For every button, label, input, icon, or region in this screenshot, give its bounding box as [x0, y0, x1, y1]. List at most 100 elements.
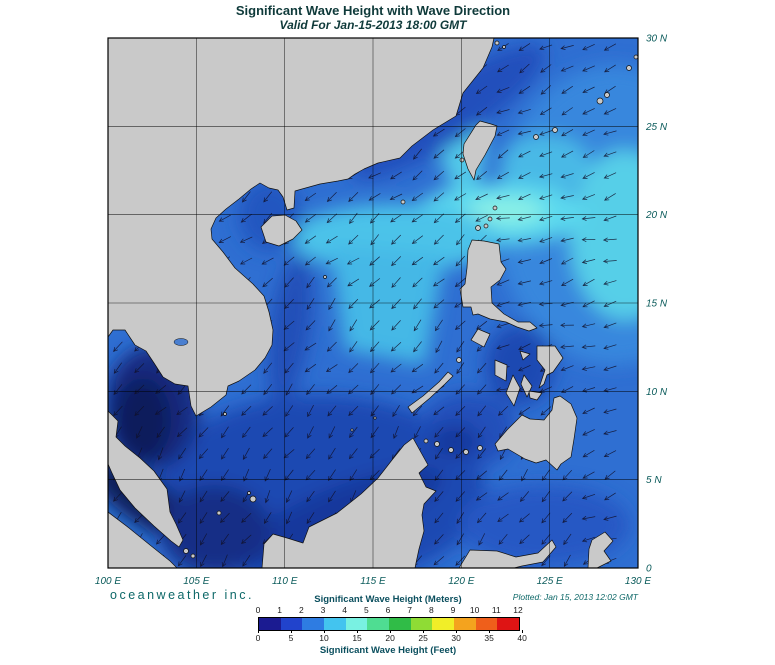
island-sulu-1 [477, 445, 483, 451]
land-hainan [260, 214, 303, 247]
lon-tick-label: 120 E [448, 576, 474, 587]
axis-labels: 100 E 105 E 110 E 115 E 120 E 125 E 130 E 30 N 2… [95, 34, 668, 588]
land-panay [494, 359, 508, 382]
legend-meters-tick: 12 [513, 605, 523, 615]
land-taiwan [462, 120, 498, 181]
island-calamian [456, 357, 462, 363]
legend-feet-tick: 20 [385, 633, 395, 643]
legend-feet-tickmark [423, 630, 425, 633]
map-frame [107, 37, 639, 569]
legend-color-cell [389, 618, 411, 630]
island-babuyan-e [487, 216, 493, 222]
legend-meters-tick: 1 [277, 605, 283, 615]
lon-tick-label: 125 E [537, 576, 563, 587]
plotted-timestamp: Plotted: Jan 15, 2013 12:02 GMT [512, 592, 638, 602]
legend-meters-tick: 0 [255, 605, 261, 615]
land-negros [505, 374, 521, 407]
legend-feet-tick: 30 [451, 633, 461, 643]
island-paracel [323, 275, 327, 279]
island-zhoushan-2 [502, 45, 506, 49]
legend-feet-tickmark [522, 630, 524, 633]
legend-meters-tick: 7 [407, 605, 413, 615]
lat-tick-label: 30 N [646, 34, 668, 45]
land-masbate [519, 350, 531, 361]
land-halmahera [587, 531, 614, 568]
legend-meters-tick: 5 [363, 605, 369, 615]
chart-title: Significant Wave Height with Wave Direct… [235, 3, 511, 18]
lat-tick-label: 20 N [645, 210, 668, 221]
land-layer [108, 38, 638, 568]
lat-tick-label: 15 N [646, 299, 668, 310]
legend-feet-tickmark [489, 630, 491, 633]
island-natuna-n [247, 491, 251, 495]
lat-tick-label: 10 N [646, 387, 668, 398]
island-sulu-3 [448, 447, 454, 453]
lat-tick-label: 0 [646, 564, 652, 575]
island-okinawa [596, 97, 604, 105]
wave-map-canvas: 100 E 105 E 110 E 115 E 120 E 125 E 130 E 30 N 2… [95, 34, 668, 588]
legend-color-cell [497, 618, 520, 630]
island-pratas [400, 199, 406, 205]
graticule [108, 38, 638, 568]
island-spratly-2 [373, 416, 377, 420]
legend-feet-tickmark [390, 630, 392, 633]
island-condao [223, 412, 227, 416]
legend-color-cell [280, 618, 303, 630]
island-anambas [216, 510, 222, 516]
lon-tick-label: 130 E [625, 576, 651, 587]
island-okinawa-n [604, 92, 610, 98]
land-samar-leyte [536, 345, 564, 389]
island-spratly-1 [350, 428, 354, 432]
legend-color-cell [345, 618, 368, 630]
legend-color-cell [302, 618, 325, 630]
land-borneo [261, 437, 437, 568]
island-natuna [249, 495, 257, 503]
legend-meters-tick: 11 [491, 605, 501, 615]
legend-color-cell [454, 618, 476, 630]
legend-meters-tick: 2 [298, 605, 304, 615]
lon-tick-label: 115 E [360, 576, 386, 587]
legend-meters-tick: 3 [320, 605, 326, 615]
legend-feet-tick: 0 [255, 633, 261, 643]
island-riau-2 [190, 553, 196, 559]
land-bohol [528, 390, 543, 401]
island-zhoushan [494, 40, 500, 46]
legend-feet-tickmark [456, 630, 458, 633]
legend-color-cell [475, 618, 498, 630]
land-sumatra [108, 511, 178, 568]
legend-meters-tick: 6 [385, 605, 391, 615]
chart-valid-time: Valid For Jan-15-2013 18:00 GMT [279, 18, 467, 32]
legend-color-cell [367, 618, 390, 630]
legend-color-cell [432, 618, 455, 630]
legend-color-cell [259, 618, 281, 630]
credit-text: oceanweather inc. [110, 588, 254, 602]
land-mainland-asia [108, 38, 495, 417]
legend-colorbar [258, 617, 520, 631]
island-riau [183, 548, 189, 554]
island-ryukyu-ne [633, 54, 638, 60]
island-amami [626, 65, 632, 71]
island-miyako [552, 127, 558, 133]
lat-tick-label: 5 N [646, 475, 662, 486]
island-sulu-2 [463, 449, 469, 455]
land-luzon [459, 239, 538, 332]
legend-feet-tick: 25 [418, 633, 428, 643]
legend-feet-tickmark [324, 630, 326, 633]
legend-meters-tick: 10 [469, 605, 480, 615]
legend-color-cell [324, 618, 346, 630]
legend-feet-title: Significant Wave Height (Feet) [319, 645, 457, 656]
lon-tick-label: 105 E [183, 576, 209, 587]
legend-feet-tick: 15 [352, 633, 362, 643]
island-babuyan [475, 225, 481, 231]
lat-tick-label: 25 N [645, 122, 668, 133]
legend-meters-tick: 4 [342, 605, 348, 615]
legend-meters-tick: 8 [428, 605, 434, 615]
legend-feet-tickmark [291, 630, 293, 633]
legend-feet-tick: 35 [484, 633, 494, 643]
legend-meters-tick: 9 [450, 605, 456, 615]
legend-color-cell [410, 618, 433, 630]
island-sulu-5 [423, 438, 429, 444]
land-mindoro [470, 328, 491, 348]
island-penghu [459, 157, 465, 163]
